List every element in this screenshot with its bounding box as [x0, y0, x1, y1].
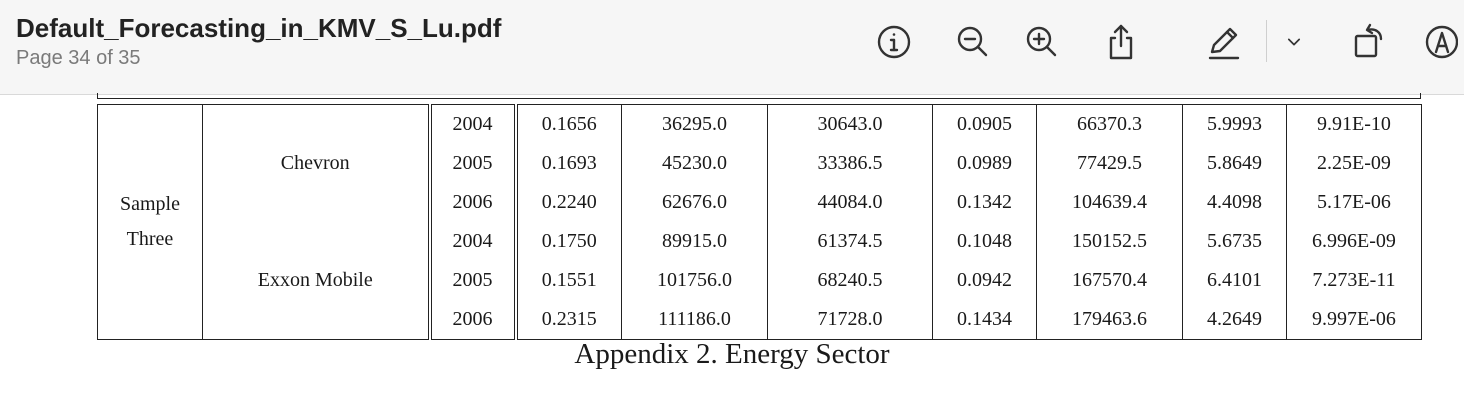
table-cell: 2006: [429, 183, 518, 222]
table-row: 2005 0.1551 101756.0 68240.5 0.0942 1675…: [98, 261, 1422, 300]
table-cell: 0.0989: [932, 144, 1037, 183]
company-cell: Exxon Mobile: [202, 222, 432, 340]
toolbar-separator: [1266, 20, 1267, 62]
table-row: Exxon Mobile 2004 0.1750 89915.0 61374.5…: [98, 222, 1422, 340]
table-cell: 0.0942: [932, 261, 1037, 300]
table-cell: 2006: [429, 300, 518, 340]
document-view[interactable]: Sample Three Chevron 2004 0.1656 36295.0…: [0, 93, 1464, 402]
table-cell: 7.273E-11: [1286, 261, 1422, 300]
table-cell: 104639.4: [1036, 183, 1183, 222]
company-cell: Chevron: [202, 104, 432, 222]
zoom-in-icon: [1026, 26, 1057, 57]
table-cell: 5.6735: [1182, 222, 1287, 261]
table-cell: 30643.0: [767, 104, 933, 144]
table-cell: 89915.0: [621, 222, 768, 261]
rotate-button[interactable]: [1344, 18, 1392, 66]
previous-table-edge: [97, 93, 1421, 99]
table-cell: 68240.5: [767, 261, 933, 300]
table-cell: 9.997E-06: [1286, 300, 1422, 340]
table-cell: 5.9993: [1182, 104, 1287, 144]
table-cell: 9.91E-10: [1286, 104, 1422, 144]
table-cell: 2004: [429, 104, 518, 144]
table-cell: 167570.4: [1036, 261, 1183, 300]
table-cell: 0.1434: [932, 300, 1037, 340]
table-cell: 45230.0: [621, 144, 768, 183]
table-cell: 111186.0: [621, 300, 768, 340]
page-indicator: Page 34 of 35: [16, 47, 141, 69]
pencil-icon: [1208, 27, 1240, 60]
table-cell: 4.2649: [1182, 300, 1287, 340]
table-cell: 2.25E-09: [1286, 144, 1422, 183]
table-cell: 0.1342: [932, 183, 1037, 222]
table-cell: 61374.5: [767, 222, 933, 261]
table-cell: 0.1656: [515, 104, 622, 144]
data-table: Sample Three Chevron 2004 0.1656 36295.0…: [97, 104, 1422, 340]
table-cell: 2005: [429, 144, 518, 183]
table-cell: 0.0905: [932, 104, 1037, 144]
table-cell: 0.1048: [932, 222, 1037, 261]
data-table-container: Sample Three Chevron 2004 0.1656 36295.0…: [97, 104, 1422, 340]
table-cell: 4.4098: [1182, 183, 1287, 222]
table-cell: 150152.5: [1036, 222, 1183, 261]
share-button[interactable]: [1097, 18, 1145, 66]
table-cell: 0.2240: [515, 183, 622, 222]
table-cell: 6.996E-09: [1286, 222, 1422, 261]
table-cell: 62676.0: [621, 183, 768, 222]
table-cell: 77429.5: [1036, 144, 1183, 183]
table-cell: 0.1693: [515, 144, 622, 183]
zoom-out-button[interactable]: [949, 18, 997, 66]
table-cell: 2004: [429, 222, 518, 261]
zoom-out-icon: [957, 26, 988, 57]
table-cell: 5.8649: [1182, 144, 1287, 183]
group-label-line2: Three: [126, 228, 174, 250]
table-cell: 33386.5: [767, 144, 933, 183]
table-cell: 44084.0: [767, 183, 933, 222]
table-cell: 66370.3: [1036, 104, 1183, 144]
table-cell: 71728.0: [767, 300, 933, 340]
table-row: 2006 0.2240 62676.0 44084.0 0.1342 10463…: [98, 183, 1422, 222]
table-cell: 5.17E-06: [1286, 183, 1422, 222]
table-row: Sample Three Chevron 2004 0.1656 36295.0…: [97, 104, 1422, 340]
share-icon: [1109, 24, 1133, 60]
table-cell: 6.4101: [1182, 261, 1287, 300]
table-cell: 36295.0: [621, 104, 768, 144]
table-caption: Appendix 2. Energy Sector: [574, 338, 890, 370]
chevron-down-icon: [1287, 38, 1301, 46]
table-cell: 101756.0: [621, 261, 768, 300]
markup-circle-icon: [1425, 25, 1458, 59]
toolbar: Default_Forecasting_in_KMV_S_Lu.pdf Page…: [0, 0, 1464, 95]
table-row: 2006 0.2315 111186.0 71728.0 0.1434 1794…: [98, 300, 1422, 340]
group-label-cell: Sample Three: [97, 104, 203, 340]
table-row: 2005 0.1693 45230.0 33386.5 0.0989 77429…: [98, 144, 1422, 183]
zoom-in-button[interactable]: [1018, 18, 1066, 66]
annotate-button[interactable]: [1414, 18, 1462, 66]
table-cell: 0.1750: [515, 222, 622, 261]
table-cell: 0.2315: [515, 300, 622, 340]
table-cell: 0.1551: [515, 261, 622, 300]
table-cell: 2005: [429, 261, 518, 300]
info-button[interactable]: [870, 18, 918, 66]
table-cell: 179463.6: [1036, 300, 1183, 340]
document-title: Default_Forecasting_in_KMV_S_Lu.pdf: [16, 13, 502, 43]
group-label-line1: Sample: [120, 193, 180, 215]
markup-button[interactable]: [1200, 18, 1248, 66]
markup-menu-button[interactable]: [1272, 18, 1316, 66]
rotate-icon: [1354, 23, 1383, 58]
info-icon: [877, 25, 911, 59]
